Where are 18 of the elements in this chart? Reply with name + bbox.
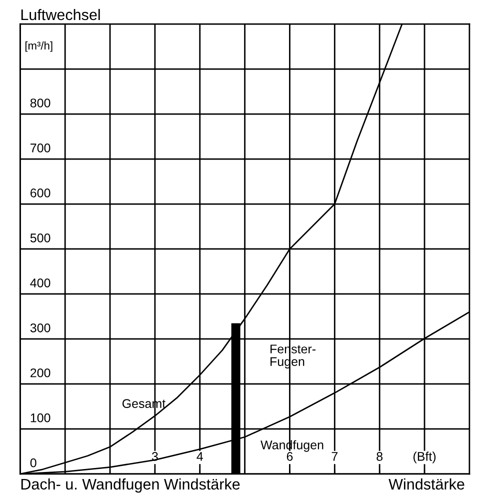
- x-axis-title: Windstärke: [388, 478, 464, 490]
- chart-title: Luftwechsel: [21, 8, 100, 20]
- text: Dach- u. Wandfugen Windstärke: [21, 478, 240, 493]
- y-tick-label: 700: [30, 144, 50, 152]
- y-tick-label: 0: [30, 458, 36, 468]
- y-tick-label: 800: [30, 98, 50, 108]
- x-tick-label: 7: [332, 452, 338, 461]
- x-tick-label: 4: [196, 452, 203, 461]
- y-tick-label: 300: [30, 323, 50, 332]
- y-axis-title: [m³/h]: [25, 41, 52, 52]
- y-tick-label: 400: [30, 278, 50, 288]
- x-tick-label: (Bft): [413, 452, 436, 464]
- x-tick-label: 6: [286, 452, 293, 461]
- y-tick-label: 600: [30, 188, 50, 198]
- y-tick-label: 200: [30, 368, 50, 378]
- x-tick-label: 8: [376, 452, 383, 461]
- y-tick-label: 500: [30, 234, 50, 242]
- y-tick-label: 100: [30, 413, 50, 422]
